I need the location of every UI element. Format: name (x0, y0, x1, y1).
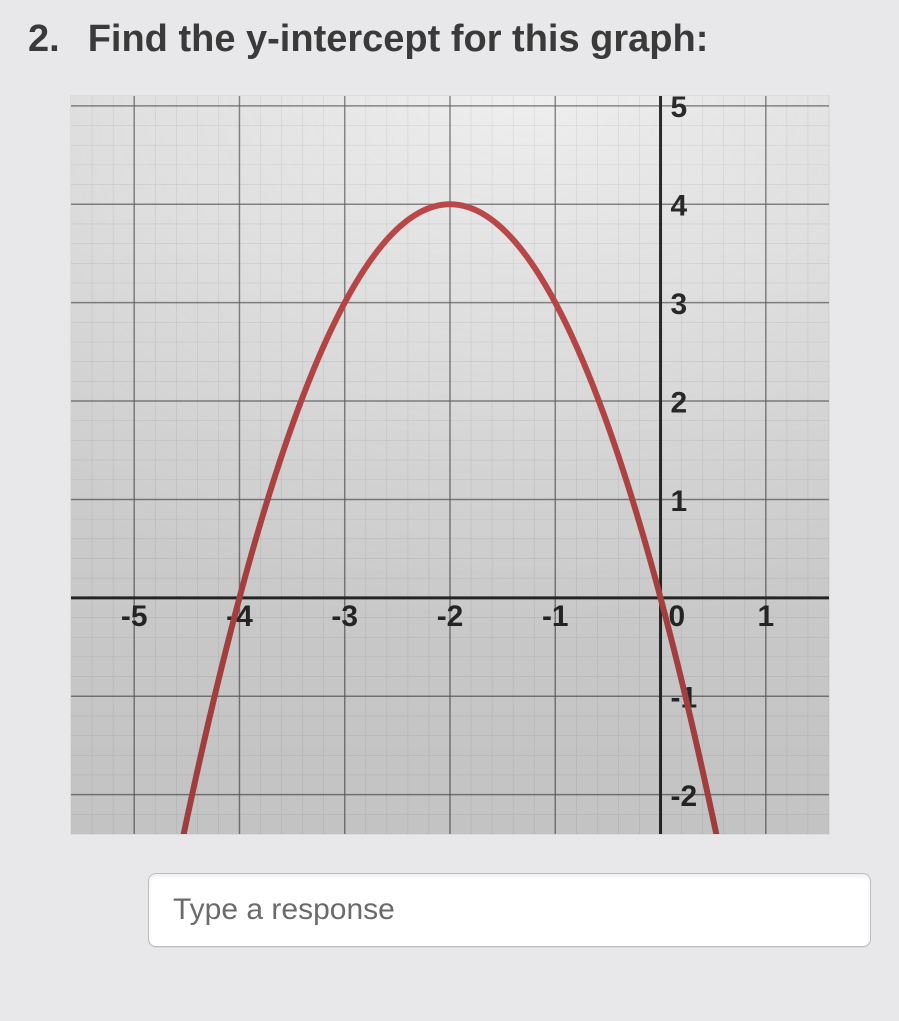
svg-text:-2: -2 (670, 780, 697, 813)
svg-text:1: 1 (757, 600, 774, 633)
svg-text:-2: -2 (436, 600, 463, 633)
question-number: 2. (28, 18, 60, 61)
question-prompt: Find the y-intercept for this graph: (88, 18, 709, 61)
svg-text:1: 1 (670, 485, 687, 518)
svg-text:5: 5 (670, 96, 687, 124)
svg-text:-1: -1 (541, 600, 568, 633)
svg-text:2: 2 (670, 386, 687, 419)
page: 2. Find the y-intercept for this graph: … (0, 0, 899, 1021)
parabola-chart: -5-4-3-2-101-2-112345 (71, 96, 829, 834)
graph-container: -5-4-3-2-101-2-112345 (70, 95, 830, 835)
answer-row (28, 873, 871, 947)
svg-text:4: 4 (670, 190, 687, 223)
svg-text:-3: -3 (331, 600, 358, 633)
question-row: 2. Find the y-intercept for this graph: (28, 18, 871, 61)
svg-text:3: 3 (670, 288, 687, 321)
response-input[interactable] (148, 873, 871, 947)
svg-text:-5: -5 (120, 600, 147, 633)
